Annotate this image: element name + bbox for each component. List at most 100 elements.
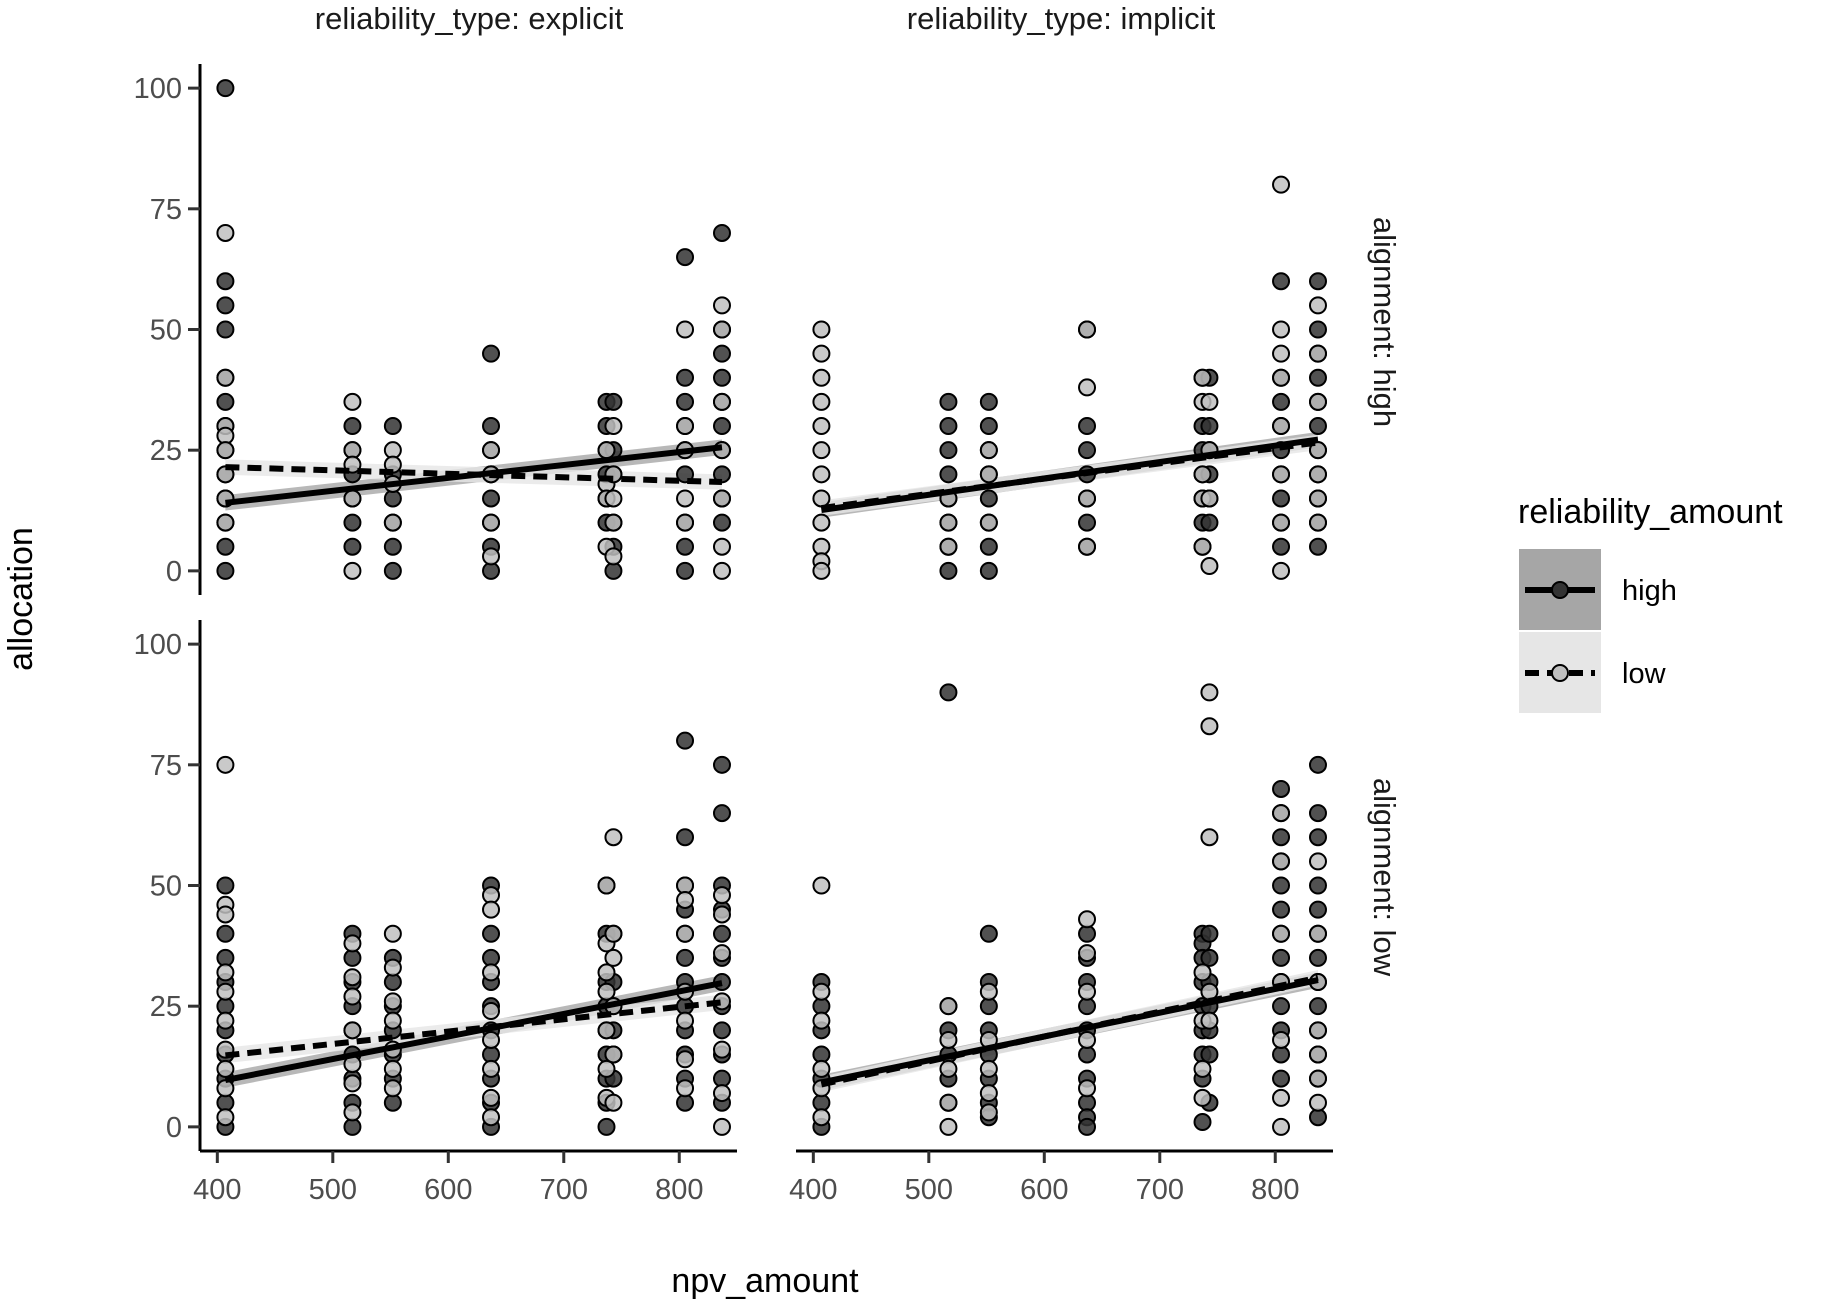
data-point-low [1193,1059,1212,1078]
data-point-high [1308,368,1327,387]
data-point-low [597,1021,616,1040]
y-tick-label: 75 [150,750,182,782]
data-point-low [597,876,616,895]
data-point-low [1272,368,1291,387]
data-point-high [1272,876,1291,895]
data-point-high [712,344,731,363]
data-point-high [979,924,998,943]
data-point-low [812,344,831,363]
data-point-low [676,513,695,532]
data-point-low [383,1059,402,1078]
data-point-high [1272,997,1291,1016]
data-point-low [712,1040,731,1059]
data-point-low [343,392,362,411]
y-tick-label: 100 [134,73,182,105]
data-point-high [939,441,958,460]
data-point-low [343,489,362,508]
data-point-high [712,368,731,387]
y-tick-label: 0 [166,556,182,588]
data-point-high [1308,272,1327,291]
data-point-low [604,417,623,436]
data-point-high [1272,828,1291,847]
data-point-low [812,465,831,484]
data-point-high [1272,392,1291,411]
data-point-low [1272,465,1291,484]
y-tick-label: 75 [150,194,182,226]
data-point-low [812,1108,831,1127]
data-point-low [1193,963,1212,982]
data-point-low [597,441,616,460]
trend-line-low [820,974,1319,1088]
data-point-high [1272,779,1291,798]
data-point-high [1308,900,1327,919]
data-point-high [1272,900,1291,919]
data-point-low [1193,1088,1212,1107]
col-strip-label-explicit: reliability_type: explicit [315,1,624,36]
data-point-high [979,537,998,556]
data-point-high [216,537,235,556]
data-point-high [1078,1117,1097,1136]
data-point-low [676,924,695,943]
data-point-low [676,1050,695,1069]
data-point-low [343,987,362,1006]
data-point-high [939,561,958,580]
data-point-low [712,320,731,339]
data-point-low [482,1108,501,1127]
data-point-low [1308,1045,1327,1064]
data-point-high [216,876,235,895]
data-point-high [1308,417,1327,436]
data-point-high [216,392,235,411]
data-point-low [343,1103,362,1122]
data-point-low [216,441,235,460]
data-point-low [1272,561,1291,580]
data-point-high [1200,513,1219,532]
data-point-low [1200,392,1219,411]
data-point-high [1272,537,1291,556]
data-point-high [939,392,958,411]
row-strip-label-low: alignment: low [1367,778,1402,977]
data-point-low [482,547,501,566]
data-point-high [676,392,695,411]
data-point-low [1078,982,1097,1001]
x-tick-label: 800 [1251,1174,1299,1206]
data-point-high [216,561,235,580]
data-point-high [676,248,695,267]
data-point-low [343,1021,362,1040]
data-point-high [216,320,235,339]
data-point-low [1193,465,1212,484]
trend-line-low [821,439,1319,512]
data-point-high [604,392,623,411]
data-point-high [482,489,501,508]
data-point-low [1078,1079,1097,1098]
panel-explicit-low: 0 25 50 75 100 400 500 600 700 800 [134,620,737,1206]
data-point-low [939,513,958,532]
data-point-high [343,537,362,556]
data-point-low [383,1079,402,1098]
data-point-low [676,1011,695,1030]
data-point-low [482,513,501,532]
x-tick-label: 400 [193,1174,241,1206]
data-point-low [939,1030,958,1049]
data-point-high [712,755,731,774]
data-point-high [676,828,695,847]
data-point-high [712,465,731,484]
y-axis-title: allocation [2,527,40,671]
data-point-high [676,368,695,387]
data-point-low [979,513,998,532]
x-tick-label: 700 [1136,1174,1184,1206]
data-point-low [216,1108,235,1127]
data-point-high [1308,948,1327,967]
data-point-low [1308,296,1327,315]
data-point-high [676,948,695,967]
data-point-low [1200,717,1219,736]
data-point-low [676,890,695,909]
data-point-high [383,561,402,580]
data-point-high [482,344,501,363]
y-tick-label: 0 [166,1112,182,1144]
data-point-low [979,441,998,460]
data-point-high [1308,320,1327,339]
data-point-high [1272,1069,1291,1088]
data-point-high [482,417,501,436]
data-point-low [939,1059,958,1078]
